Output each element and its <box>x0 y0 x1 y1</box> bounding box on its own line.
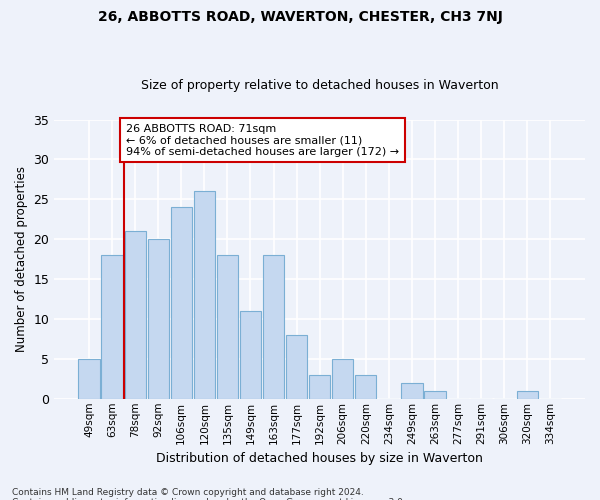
Title: Size of property relative to detached houses in Waverton: Size of property relative to detached ho… <box>141 79 499 92</box>
Bar <box>517 391 538 399</box>
Bar <box>240 311 261 399</box>
Bar <box>217 255 238 399</box>
Bar <box>355 375 376 399</box>
Bar <box>332 359 353 399</box>
Text: Contains HM Land Registry data © Crown copyright and database right 2024.: Contains HM Land Registry data © Crown c… <box>12 488 364 497</box>
Bar <box>101 255 122 399</box>
Y-axis label: Number of detached properties: Number of detached properties <box>15 166 28 352</box>
X-axis label: Distribution of detached houses by size in Waverton: Distribution of detached houses by size … <box>156 452 483 465</box>
Bar <box>79 359 100 399</box>
Bar <box>424 391 446 399</box>
Bar <box>125 231 146 399</box>
Bar <box>194 192 215 399</box>
Bar <box>401 383 422 399</box>
Bar <box>148 239 169 399</box>
Bar <box>286 335 307 399</box>
Bar <box>309 375 330 399</box>
Bar <box>263 255 284 399</box>
Bar <box>170 208 192 399</box>
Text: 26, ABBOTTS ROAD, WAVERTON, CHESTER, CH3 7NJ: 26, ABBOTTS ROAD, WAVERTON, CHESTER, CH3… <box>98 10 502 24</box>
Text: Contains public sector information licensed under the Open Government Licence v3: Contains public sector information licen… <box>12 498 406 500</box>
Text: 26 ABBOTTS ROAD: 71sqm
← 6% of detached houses are smaller (11)
94% of semi-deta: 26 ABBOTTS ROAD: 71sqm ← 6% of detached … <box>126 124 399 156</box>
